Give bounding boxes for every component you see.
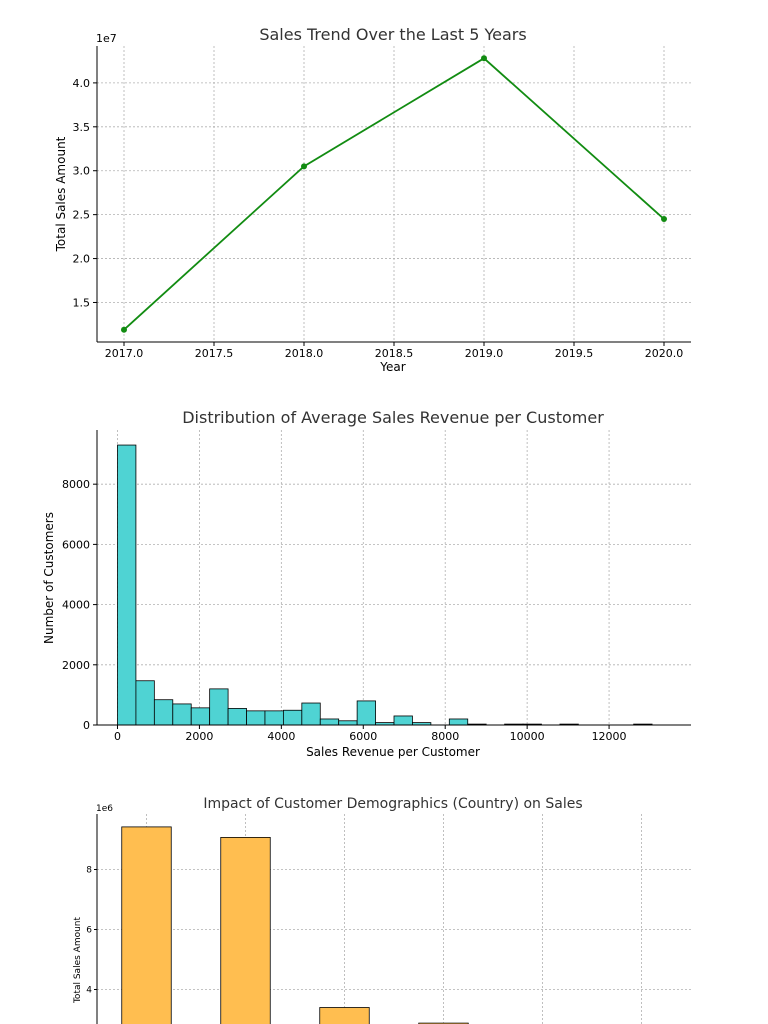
y-tick-label: 2.0 <box>73 253 91 266</box>
data-point <box>301 163 307 170</box>
y-axis-label: Total Sales Amount <box>73 916 83 1004</box>
histogram-bar <box>319 718 340 726</box>
y-tick-label: 3.0 <box>73 165 91 178</box>
histogram-bar <box>172 703 192 726</box>
histogram-bar <box>227 708 247 726</box>
x-axis-label: Year <box>379 360 405 374</box>
x-tick-label: 2000 <box>185 730 213 743</box>
data-point <box>121 326 127 333</box>
country-bar <box>121 826 172 1024</box>
x-tick-label: 2020.0 <box>645 347 684 360</box>
x-tick-label: 2018.0 <box>285 347 324 360</box>
y-tick-label: 6 <box>86 926 92 936</box>
series-line <box>123 57 665 331</box>
country-bar <box>220 837 271 1024</box>
y-offset-label: 1e6 <box>96 804 113 814</box>
y-tick-label: 8000 <box>62 478 90 491</box>
x-tick-label: 8000 <box>431 730 459 743</box>
histogram-bar <box>282 709 303 726</box>
y-tick-label: 4.0 <box>73 77 91 90</box>
y-tick-label: 2000 <box>62 659 90 672</box>
y-tick-label: 4000 <box>62 599 90 612</box>
histogram-bar <box>190 707 211 726</box>
y-offset-label: 1e7 <box>96 32 117 45</box>
y-tick-label: 2.5 <box>73 209 91 222</box>
x-tick-label: 10000 <box>510 730 545 743</box>
y-tick-label: 6000 <box>62 538 90 551</box>
x-tick-label: 2018.5 <box>375 347 414 360</box>
country-bar-chart: 4 6 8 1e6 Impact of Customer Demographics (C… <box>73 796 691 1024</box>
histogram-bar <box>448 718 469 726</box>
histogram-bar <box>117 444 137 726</box>
chart-title: Sales Trend Over the Last 5 Years <box>259 25 526 44</box>
histogram-bar <box>356 700 376 726</box>
histogram-bar <box>301 702 321 726</box>
data-point <box>661 216 667 223</box>
chart-title: Distribution of Average Sales Revenue pe… <box>182 408 604 427</box>
y-axis-label: Number of Customers <box>42 512 56 644</box>
y-tick-label: 8 <box>86 866 92 876</box>
histogram-bar <box>264 710 284 726</box>
y-tick-label: 3.5 <box>73 121 91 134</box>
line-chart: 2017.0 2017.5 2018.0 2018.5 2019.0 2019.5 2020… <box>54 25 691 374</box>
x-tick-label: 4000 <box>267 730 295 743</box>
x-tick-label: 2017.0 <box>105 347 144 360</box>
country-bar <box>319 1007 370 1024</box>
y-tick-label: 4 <box>86 986 92 996</box>
y-axis-label: Total Sales Amount <box>54 136 68 252</box>
x-tick-label: 2017.5 <box>195 347 234 360</box>
x-tick-label: 2019.0 <box>465 347 504 360</box>
y-tick-label: 0 <box>83 719 90 732</box>
histogram-bar <box>153 699 174 726</box>
histogram-chart: 0 2000 4000 6000 8000 10000 12000 0 2000 4000 6000… <box>42 408 691 759</box>
histogram-bar <box>246 710 266 726</box>
histogram-bar <box>209 688 229 726</box>
histogram-bar <box>135 680 155 726</box>
chart-title: Impact of Customer Demographics (Country… <box>203 796 582 812</box>
x-tick-label: 2019.5 <box>555 347 594 360</box>
x-tick-label: 12000 <box>592 730 627 743</box>
histogram-bar <box>393 715 413 726</box>
x-tick-label: 6000 <box>349 730 377 743</box>
y-tick-label: 1.5 <box>73 296 91 309</box>
histogram-bar <box>338 720 358 726</box>
x-tick-label: 0 <box>114 730 121 743</box>
x-axis-label: Sales Revenue per Customer <box>306 745 480 759</box>
data-point <box>481 55 487 62</box>
